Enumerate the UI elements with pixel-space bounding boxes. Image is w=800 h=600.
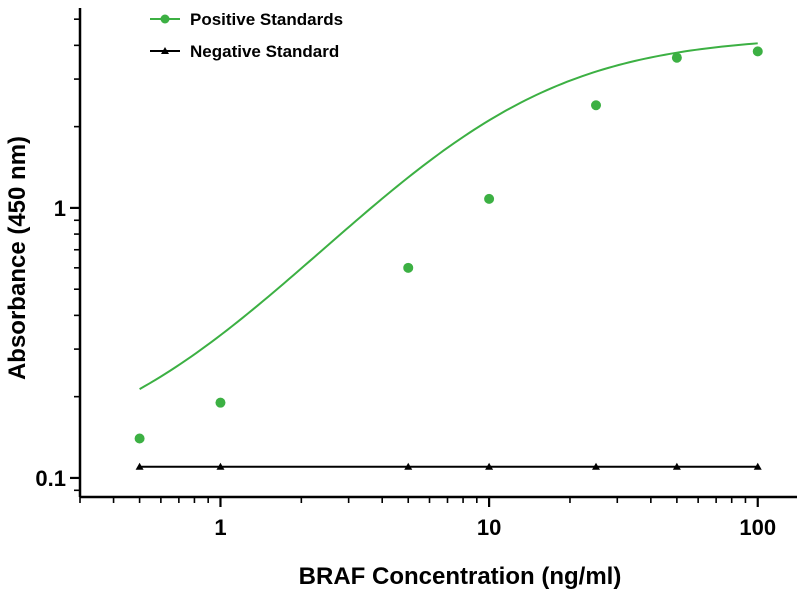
- fit-curve-positive: [139, 42, 758, 390]
- y-axis-title: Absorbance (450 nm): [4, 136, 31, 380]
- fit-curves: [139, 42, 758, 468]
- y-tick-label: 1: [54, 196, 66, 221]
- axes: [78, 8, 797, 499]
- x-axis-title: BRAF Concentration (ng/ml): [299, 563, 622, 590]
- data-point-negative: [672, 462, 681, 470]
- data-point-positive: [134, 433, 145, 444]
- legend-label-positive: Positive Standards: [190, 10, 343, 29]
- data-point-negative: [592, 462, 601, 470]
- data-point-negative: [485, 462, 494, 470]
- x-tick-label: 1: [214, 515, 226, 540]
- data-point-positive: [752, 46, 763, 57]
- legend-marker-negative: [161, 47, 169, 54]
- data-point-negative: [404, 462, 413, 470]
- data-point-positive: [403, 262, 414, 273]
- x-tick-label: 100: [739, 515, 776, 540]
- data-point-positive: [215, 397, 226, 408]
- data-point-positive: [671, 52, 682, 63]
- data-point-positive: [484, 193, 495, 204]
- legend: Positive Standards Negative Standard: [150, 10, 343, 61]
- legend-label-negative: Negative Standard: [190, 42, 339, 61]
- data-points: [134, 46, 763, 470]
- x-tick-label: 10: [477, 515, 501, 540]
- data-point-positive: [591, 100, 602, 111]
- y-tick-label: 0.1: [35, 466, 66, 491]
- data-point-negative: [753, 462, 762, 470]
- ticks: 1 10 100 0.1 1: [35, 18, 776, 540]
- legend-marker-positive: [160, 14, 170, 24]
- data-point-negative: [216, 462, 225, 470]
- data-point-negative: [135, 462, 144, 470]
